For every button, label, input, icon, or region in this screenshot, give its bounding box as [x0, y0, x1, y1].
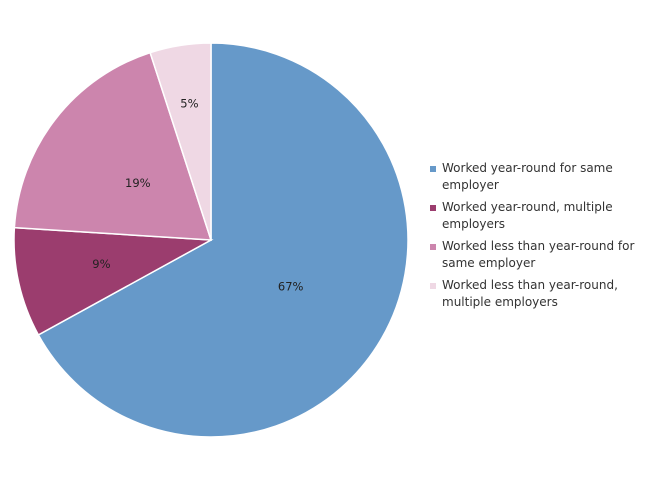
legend-swatch: [430, 166, 436, 172]
legend-label: Worked less than year-round, multiple em…: [442, 278, 618, 309]
slice-value-label: 5%: [180, 96, 198, 110]
slice-value-label: 67%: [278, 280, 304, 294]
legend-label: Worked less than year-round for same emp…: [442, 239, 635, 270]
legend-swatch: [430, 205, 436, 211]
slice-value-label: 9%: [92, 257, 110, 271]
legend-item: Worked less than year-round for same emp…: [430, 238, 645, 272]
pie-slice: [149, 42, 212, 241]
pie-slice-labels: 67% 9% 19% 5%: [92, 96, 303, 293]
legend-item: Worked less than year-round, multiple em…: [430, 277, 645, 311]
pie-slice: [37, 42, 409, 438]
pie-slice: [13, 226, 214, 336]
legend-item: Worked year-round, multiple employers: [430, 199, 645, 233]
slice-value-label: 19%: [125, 176, 151, 190]
pie-slices: [13, 42, 409, 438]
legend: Worked year-round for same employer Work…: [430, 160, 645, 316]
legend-swatch: [430, 283, 436, 289]
legend-item: Worked year-round for same employer: [430, 160, 645, 194]
legend-swatch: [430, 244, 436, 250]
legend-label: Worked year-round for same employer: [442, 161, 613, 192]
pie-slice: [13, 51, 213, 241]
legend-label: Worked year-round, multiple employers: [442, 200, 613, 231]
